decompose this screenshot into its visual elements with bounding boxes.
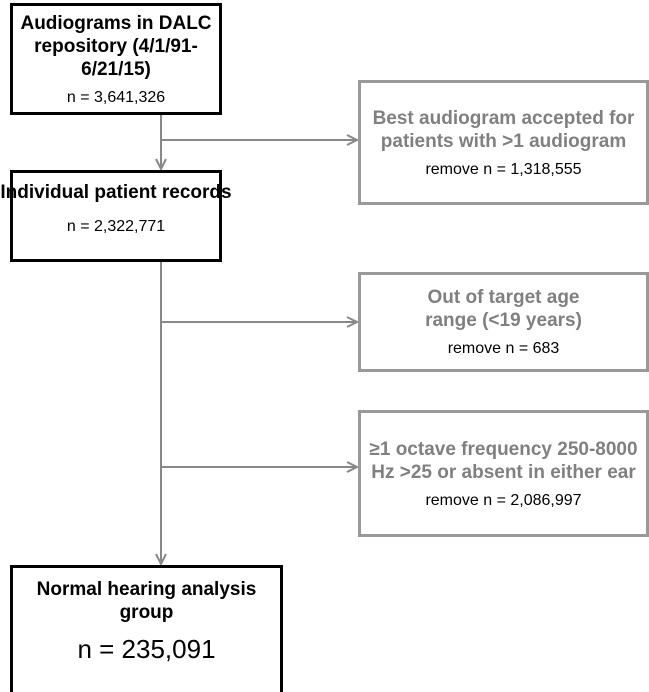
- exclusion-title: Out of target age range (<19 years): [425, 287, 582, 331]
- node: Individual patient records n = 2,322,771: [0, 170, 232, 262]
- exclusion: ≥1 octave frequency 250-8000 Hz >25 or a…: [358, 410, 649, 537]
- node-title: Individual patient records: [0, 182, 232, 203]
- exclusion-count: remove n = 2,086,997: [425, 491, 582, 509]
- node-count: n = 3,641,326: [66, 88, 166, 106]
- node-title: Audiograms in DALC repository (4/1/91-6/…: [20, 12, 212, 80]
- node: Normal hearing analysis group n = 235,09…: [10, 565, 283, 692]
- exclusion-title: Best audiogram accepted for patients wit…: [372, 107, 635, 152]
- node-count: n = 235,091: [77, 634, 216, 664]
- exclusion-title: ≥1 octave frequency 250-8000 Hz >25 or a…: [369, 438, 638, 483]
- exclusion: Best audiogram accepted for patients wit…: [358, 80, 649, 205]
- node: Audiograms in DALC repository (4/1/91-6/…: [10, 3, 222, 115]
- node-title: Normal hearing analysis group: [36, 579, 257, 623]
- exclusion-count: remove n = 1,318,555: [425, 160, 582, 178]
- exclusion: Out of target age range (<19 years) remo…: [358, 272, 649, 372]
- node-count: n = 2,322,771: [66, 218, 166, 235]
- exclusion-count: remove n = 683: [447, 340, 560, 357]
